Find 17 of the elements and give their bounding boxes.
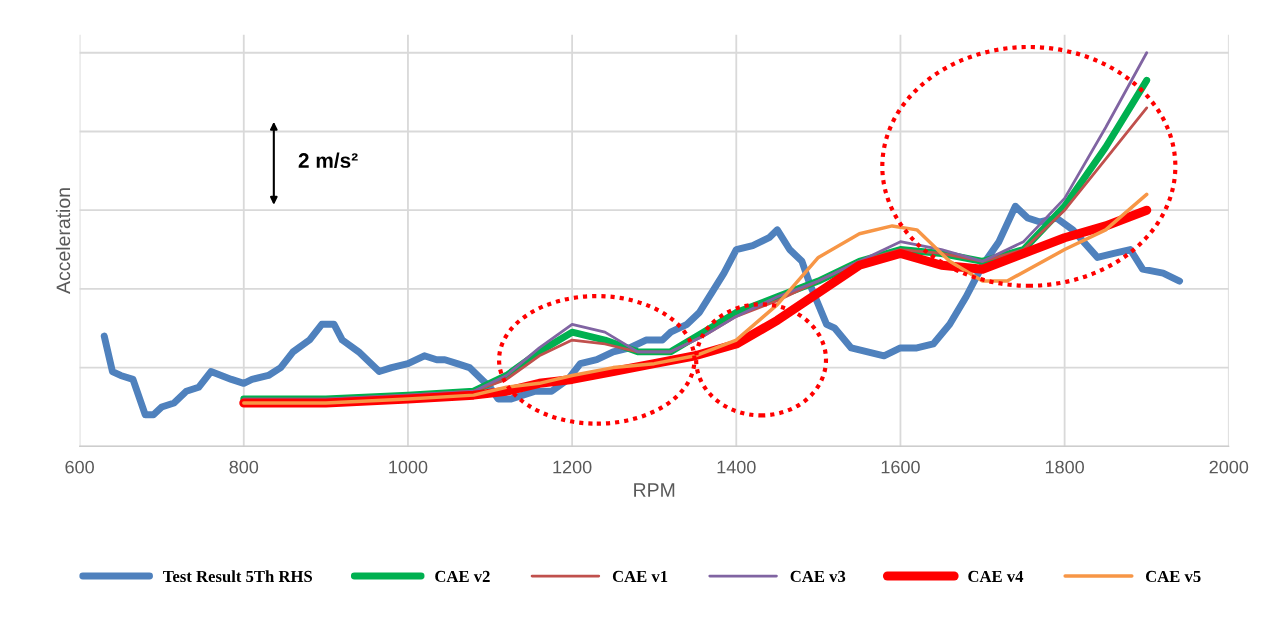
legend-label: CAE v3 [790, 570, 846, 583]
legend-label: CAE v4 [968, 570, 1024, 583]
legend-label: Test Result 5Th RHS [163, 570, 313, 583]
annotation: 2 m/s² [298, 152, 358, 169]
x-tick-label: 1800 [1045, 460, 1084, 474]
x-tick-label: 2000 [1209, 460, 1249, 474]
x-tick-label: 1400 [717, 460, 756, 474]
x-tick-label: 800 [229, 460, 259, 474]
x-tick-label: 1200 [553, 460, 592, 474]
y-axis-title: Acceleration [55, 188, 71, 294]
x-tick-label: 600 [65, 460, 94, 474]
legend-label: CAE v2 [435, 570, 490, 583]
x-axis-title: RPM [634, 483, 675, 497]
x-tick-label: 1600 [881, 460, 920, 474]
legend-label: CAE v5 [1145, 570, 1201, 583]
x-tick-label: 1000 [389, 460, 428, 474]
legend-label: CAE v1 [612, 570, 668, 583]
